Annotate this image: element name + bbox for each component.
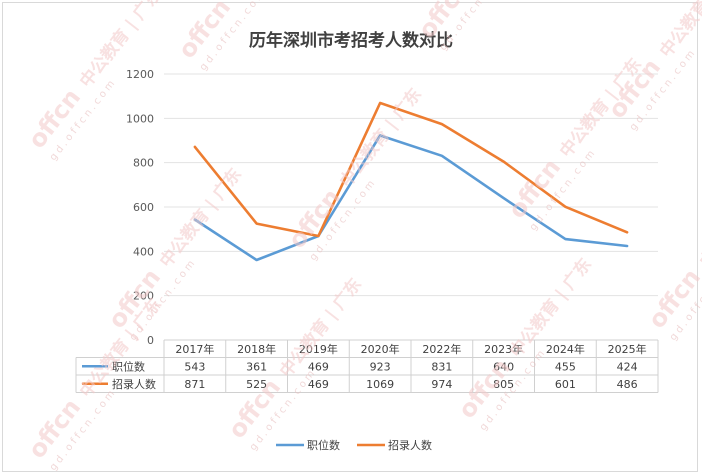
legend-label: 职位数 [307,438,340,452]
y-tick-label: 0 [147,334,154,347]
watermark-text: 中公教育 | 广东 [695,164,702,272]
series-line-1 [193,101,629,238]
data-label: 871 [184,378,205,391]
data-label: 543 [184,361,205,374]
watermark-text: 中公教育 | 广东 [155,164,245,272]
data-label: 831 [431,361,452,374]
category-label: 2022年 [422,342,461,356]
data-table: 2017年 2018年 2019年 2020年 2022年 2023年 2024年 2025年… [75,339,659,393]
y-tick-label: 800 [133,157,154,170]
data-label: 640 [493,361,514,374]
data-label: 1069 [366,378,394,391]
watermark-brand: offcn [643,263,702,333]
watermark-text: 中公教育 | 广东 [335,84,425,192]
data-label: 469 [308,361,329,374]
y-tick-label: 1200 [126,68,154,81]
category-label: 2017年 [175,342,214,356]
chart-frame [2,2,698,472]
y-tick-label: 200 [133,290,154,303]
watermark-text: 中公教育 | 广东 [225,0,315,2]
category-label: 2020年 [361,342,400,356]
data-label: 805 [493,378,514,391]
series-lines [193,101,629,262]
y-tick-label: 400 [133,245,154,258]
chart-title: 历年深圳市考招考人数对比 [249,30,453,51]
legend-label: 招录人数 [388,438,432,452]
data-label: 361 [246,361,267,374]
series-line-0 [193,134,629,262]
y-tick-label: 1000 [126,112,154,125]
data-label: 525 [246,378,267,391]
data-label: 486 [617,378,638,391]
category-label: 2025年 [608,342,647,356]
y-axis-ticks: 0 200 400 600 800 1000 1200 [126,68,154,347]
category-label: 2023年 [484,342,523,356]
data-label: 974 [431,378,452,391]
legend: 职位数 招录人数 [276,438,432,452]
y-tick-label: 600 [133,201,154,214]
category-label: 2024年 [546,342,585,356]
table-series-name: 职位数 [112,360,145,374]
category-label: 2018年 [237,342,276,356]
table-series-name: 招录人数 [112,377,156,391]
data-label: 469 [308,378,329,391]
data-label: 424 [617,361,638,374]
gridlines [164,73,658,297]
data-label: 601 [555,378,576,391]
category-label: 2019年 [299,342,338,356]
data-label: 455 [555,361,576,374]
data-label: 923 [370,361,391,374]
